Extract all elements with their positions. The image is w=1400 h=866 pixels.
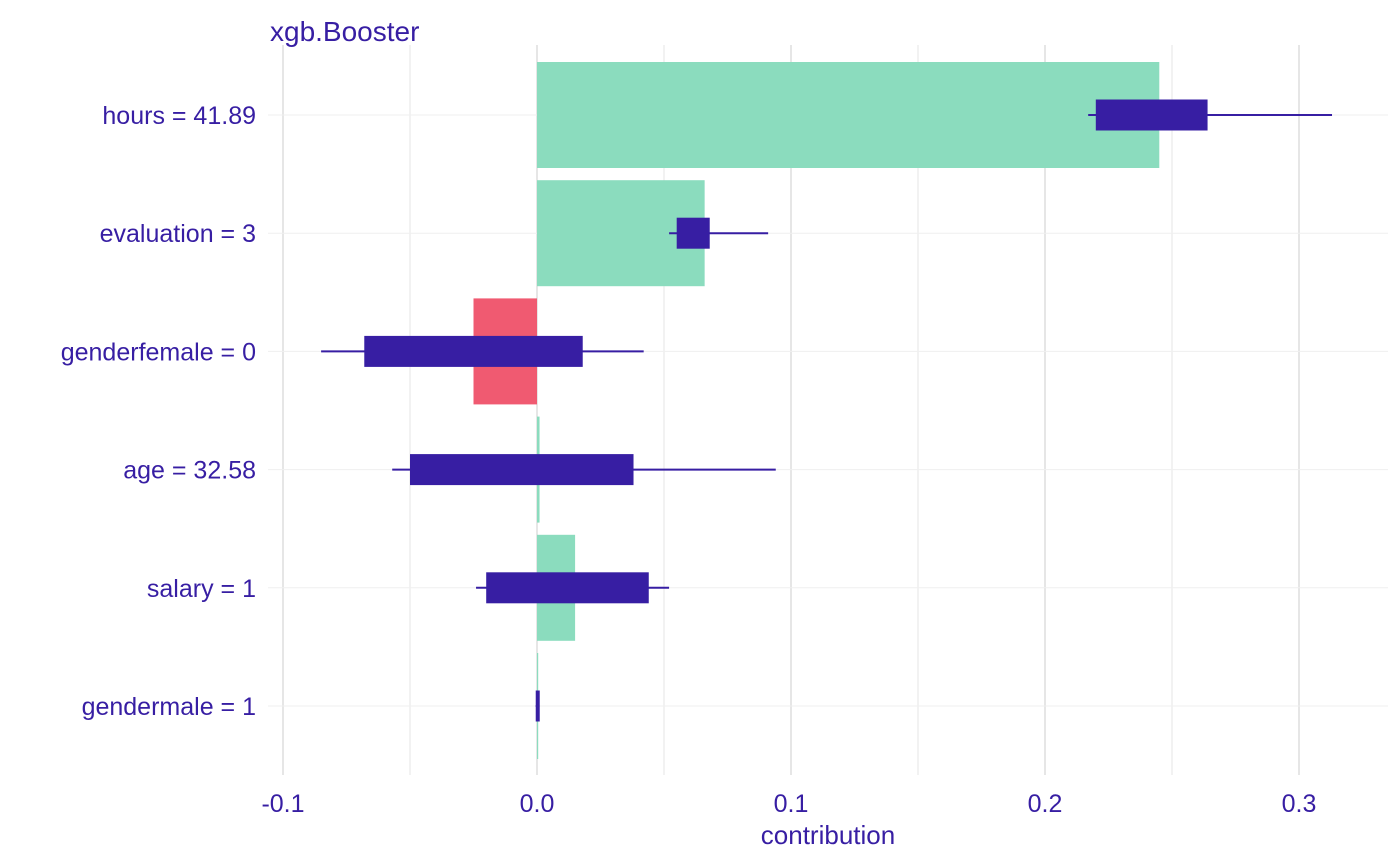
boxplot-box <box>1095 99 1208 131</box>
boxplot-box <box>676 217 710 249</box>
boxplots <box>321 99 1333 722</box>
x-axis-title: contribution <box>761 820 895 850</box>
y-axis-labels: hours = 41.89 evaluation = 3 genderfemale … <box>61 102 256 721</box>
x-tick-label: 0.0 <box>520 790 555 818</box>
x-tick-label: 0.1 <box>774 790 809 818</box>
x-tick-label: 0.3 <box>1282 790 1317 818</box>
boxplot-box <box>410 454 634 486</box>
category-label: salary = 1 <box>147 575 256 603</box>
chart-title: xgb.Booster <box>270 16 419 47</box>
contribution-bars <box>473 62 1160 759</box>
x-tick-label: 0.2 <box>1028 790 1063 818</box>
category-label: age = 32.58 <box>123 457 256 485</box>
boxplot-box <box>364 335 583 367</box>
boxplot-box <box>535 690 540 722</box>
contribution-bar <box>537 62 1160 168</box>
category-label: hours = 41.89 <box>102 102 256 130</box>
category-label: genderfemale = 0 <box>61 338 256 366</box>
boxplot-box <box>486 572 649 604</box>
x-tick-label: -0.1 <box>261 790 304 818</box>
category-label: gendermale = 1 <box>82 693 256 721</box>
category-label: evaluation = 3 <box>100 220 256 248</box>
x-axis-ticks: -0.1 0.0 0.1 0.2 0.3 <box>261 790 1316 818</box>
